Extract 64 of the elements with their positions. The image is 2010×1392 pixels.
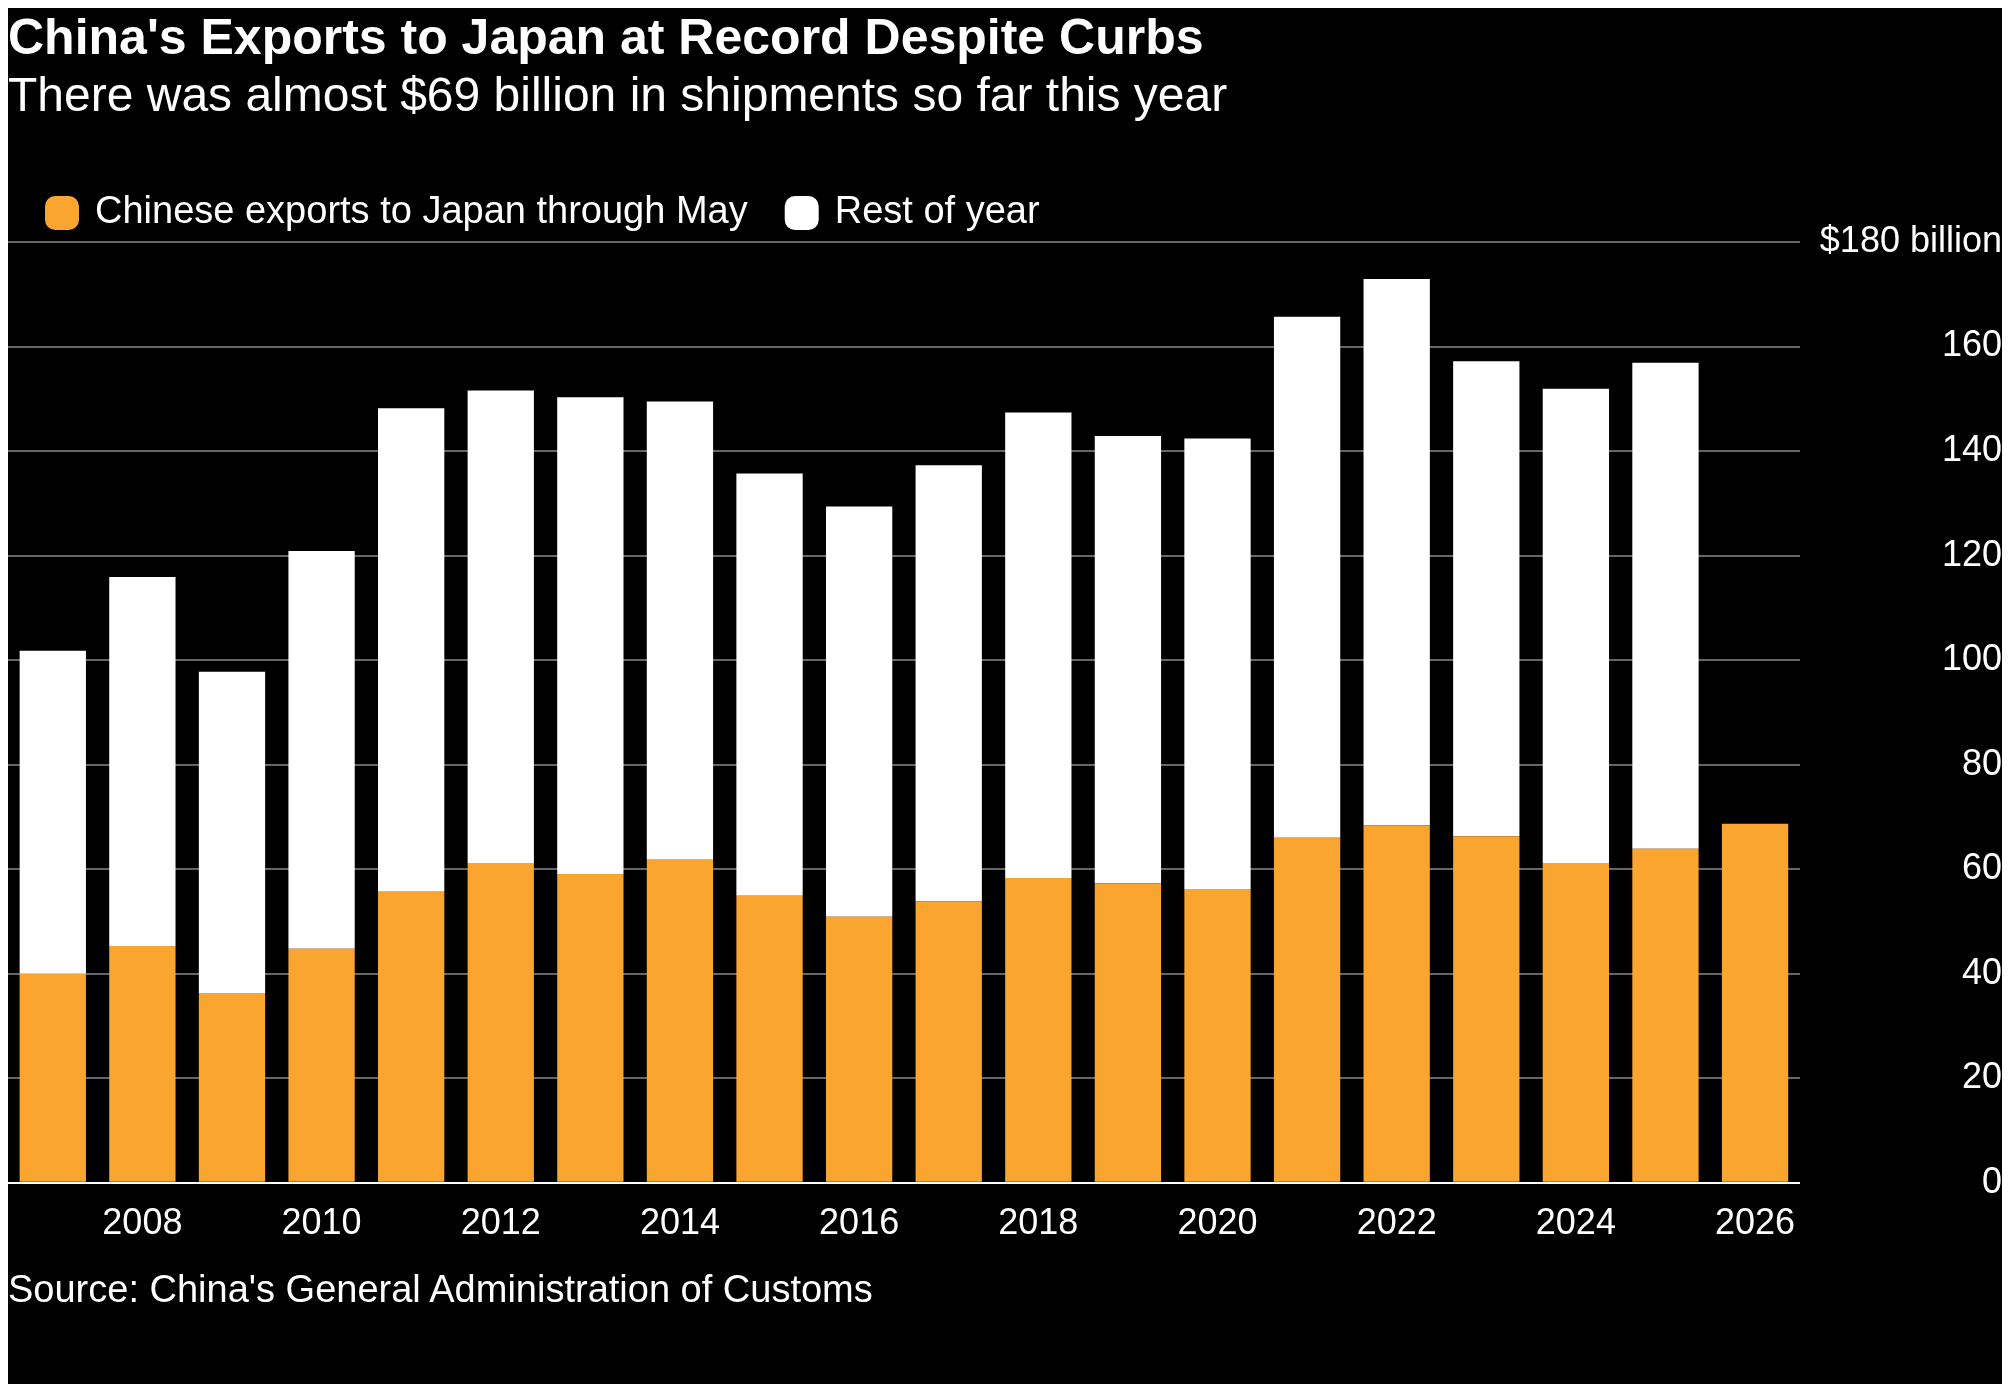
bar <box>467 862 534 1182</box>
bar <box>1721 823 1789 1182</box>
legend-label: Rest of year <box>834 189 1040 232</box>
y-tick-label: 0 <box>1981 1159 2002 1201</box>
bar <box>557 397 624 874</box>
y-tick-label: 60 <box>1961 846 2002 888</box>
y-tick-label: 100 <box>1941 637 2002 679</box>
source-note: Source: China's General Administration of Customs <box>8 1268 874 1311</box>
bar <box>1273 316 1341 838</box>
bar <box>109 577 176 947</box>
bar <box>1542 862 1610 1182</box>
bar <box>1005 878 1072 1182</box>
bar <box>378 891 445 1182</box>
bar <box>736 895 803 1182</box>
y-tick-label: 20 <box>1961 1055 2002 1097</box>
chart-subtitle: There was almost $69 billion in shipments so far this year <box>8 67 1229 123</box>
bar <box>467 390 534 863</box>
bar <box>646 401 714 860</box>
y-tick-label: 160 <box>1941 323 2002 365</box>
x-tick-label: 2012 <box>460 1201 541 1243</box>
bar <box>1363 279 1430 826</box>
bar <box>198 671 266 994</box>
bar <box>1632 848 1699 1182</box>
y-tick-label: $180 billion <box>1819 218 2002 260</box>
bar <box>915 901 982 1182</box>
x-tick-label: 2014 <box>639 1201 720 1243</box>
bar <box>109 946 176 1182</box>
bar <box>1453 361 1520 837</box>
bar <box>1273 837 1341 1182</box>
x-tick-label: 2022 <box>1356 1201 1437 1243</box>
y-tick-label: 120 <box>1941 532 2002 574</box>
bar <box>288 948 355 1182</box>
bar <box>1184 889 1251 1182</box>
x-tick-label: 2024 <box>1535 1201 1616 1243</box>
bar <box>557 873 624 1182</box>
bar <box>19 973 86 1182</box>
bar <box>736 473 803 896</box>
bar <box>1542 388 1610 863</box>
chart-title: China's Exports to Japan at Record Despite Curbs <box>8 8 1205 66</box>
y-tick-label: 40 <box>1961 950 2002 992</box>
x-tick-label: 2018 <box>998 1201 1079 1243</box>
bar <box>646 859 714 1182</box>
y-tick-label: 80 <box>1961 741 2002 783</box>
x-tick-label: 2010 <box>281 1201 362 1243</box>
bar <box>825 506 893 917</box>
bar <box>1184 438 1251 890</box>
bar <box>1453 836 1520 1182</box>
bar <box>1094 435 1162 884</box>
legend-label: Chinese exports to Japan through May <box>95 189 748 232</box>
x-tick-label: 2020 <box>1177 1201 1258 1243</box>
bar <box>915 465 982 902</box>
bar <box>378 408 445 892</box>
bar <box>1005 412 1072 879</box>
bar <box>288 550 355 949</box>
bar <box>1632 362 1699 849</box>
bar <box>19 650 86 974</box>
x-tick-label: 2008 <box>102 1201 183 1243</box>
y-tick-label: 140 <box>1941 427 2002 469</box>
bar <box>825 916 893 1182</box>
bar <box>1363 825 1430 1182</box>
bar <box>198 993 266 1182</box>
x-tick-label: 2026 <box>1715 1201 1796 1243</box>
x-tick-label: 2016 <box>819 1201 900 1243</box>
bar <box>1094 883 1162 1182</box>
